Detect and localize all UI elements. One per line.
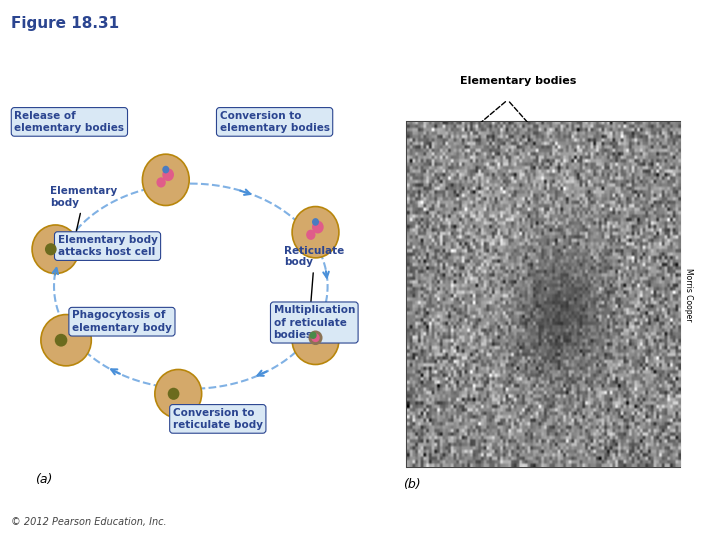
Text: Conversion to
elementary bodies: Conversion to elementary bodies: [220, 111, 330, 133]
Ellipse shape: [156, 177, 166, 187]
Ellipse shape: [312, 218, 319, 226]
Text: Elementary bodies: Elementary bodies: [460, 76, 577, 86]
Text: (a): (a): [35, 472, 52, 485]
Ellipse shape: [155, 369, 202, 418]
Text: Multiplication
of reticulate
bodies: Multiplication of reticulate bodies: [274, 305, 355, 340]
Ellipse shape: [310, 332, 317, 339]
Ellipse shape: [292, 207, 339, 258]
Ellipse shape: [308, 330, 323, 345]
Ellipse shape: [41, 314, 91, 366]
Ellipse shape: [162, 168, 174, 181]
Text: Release of
elementary bodies: Release of elementary bodies: [14, 111, 125, 133]
Ellipse shape: [55, 334, 68, 347]
Ellipse shape: [143, 154, 189, 206]
Text: Elementary
body: Elementary body: [50, 186, 117, 240]
Ellipse shape: [292, 316, 339, 364]
Ellipse shape: [311, 333, 320, 342]
Text: (b): (b): [403, 478, 420, 491]
Text: Elementary body
attacks host cell: Elementary body attacks host cell: [58, 235, 158, 257]
Ellipse shape: [168, 388, 179, 400]
Text: © 2012 Pearson Education, Inc.: © 2012 Pearson Education, Inc.: [11, 516, 166, 526]
Text: Conversion to
reticulate body: Conversion to reticulate body: [173, 408, 263, 430]
Text: Reticulate
body: Reticulate body: [284, 246, 345, 330]
Text: Phagocytosis of
elementary body: Phagocytosis of elementary body: [72, 310, 172, 333]
Ellipse shape: [32, 225, 79, 274]
Bar: [407, 122, 680, 467]
Ellipse shape: [162, 166, 169, 173]
Ellipse shape: [306, 230, 315, 240]
Text: Morris Cooper: Morris Cooper: [684, 267, 693, 321]
Ellipse shape: [45, 243, 57, 255]
Text: Figure 18.31: Figure 18.31: [11, 16, 119, 31]
Ellipse shape: [312, 221, 324, 233]
